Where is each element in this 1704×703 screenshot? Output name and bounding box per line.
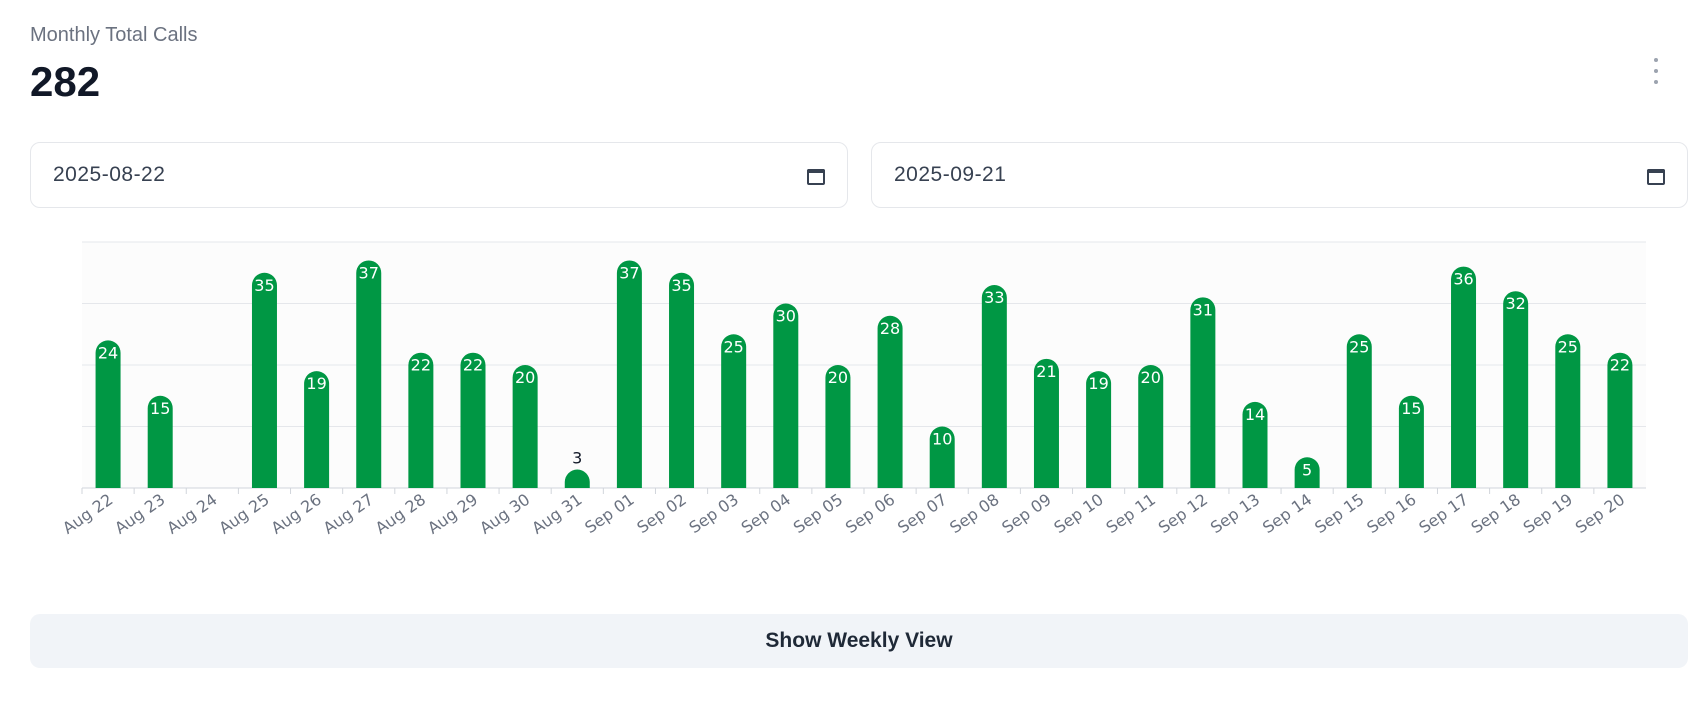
more-vertical-icon[interactable] [1650, 58, 1662, 84]
bar-value-label: 32 [1505, 294, 1525, 313]
card-title: Monthly Total Calls [30, 24, 198, 46]
x-tick-label: Aug 26 [268, 490, 325, 538]
bar [460, 352, 486, 488]
x-tick-label: Sep 12 [1155, 490, 1211, 537]
x-tick-label: Aug 22 [59, 490, 116, 538]
bar [304, 371, 330, 488]
bar [1398, 395, 1424, 488]
bar [721, 334, 747, 488]
x-tick-label: Sep 13 [1207, 490, 1263, 537]
bar-value-label: 24 [98, 343, 118, 362]
x-tick-label: Aug 25 [215, 490, 272, 538]
bar-value-label: 15 [1401, 399, 1421, 418]
bar-value-label: 30 [776, 307, 796, 326]
bar [1346, 334, 1372, 488]
bar [564, 469, 590, 488]
bar-value-label: 37 [359, 263, 379, 282]
bar [1607, 352, 1633, 488]
bar-value-label: 19 [306, 374, 326, 393]
bar-value-label: 35 [254, 276, 274, 295]
calendar-icon[interactable] [1647, 167, 1665, 185]
x-tick-label: Sep 14 [1259, 490, 1315, 537]
x-tick-label: Aug 23 [111, 490, 168, 538]
bar [1190, 297, 1216, 488]
x-tick-label: Sep 02 [633, 490, 689, 537]
bar-value-label: 21 [1036, 362, 1056, 381]
x-tick-label: Sep 10 [1050, 490, 1106, 537]
bar-value-label: 28 [880, 319, 900, 338]
bar [1294, 457, 1320, 488]
total-calls-value: 282 [30, 58, 101, 105]
bar [616, 260, 642, 488]
bar-value-label: 22 [1610, 356, 1630, 375]
bar [981, 285, 1007, 488]
show-weekly-view-button[interactable]: Show Weekly View [30, 614, 1688, 668]
bar [877, 315, 903, 488]
bar [251, 272, 277, 488]
x-tick-label: Aug 24 [163, 490, 220, 538]
bar [356, 260, 382, 488]
x-tick-label: Aug 30 [476, 490, 533, 538]
bar-value-label: 20 [1141, 368, 1161, 387]
bar-value-label: 5 [1302, 460, 1312, 479]
x-tick-label: Sep 05 [790, 490, 846, 537]
bar [1242, 401, 1268, 488]
bar-value-label: 15 [150, 399, 170, 418]
x-tick-label: Sep 16 [1363, 490, 1419, 537]
bar [147, 395, 173, 488]
x-tick-label: Aug 28 [372, 490, 429, 538]
bar-value-label: 22 [463, 356, 483, 375]
x-tick-label: Sep 19 [1520, 490, 1576, 537]
bar-value-label: 19 [1088, 374, 1108, 393]
calendar-icon[interactable] [807, 167, 825, 185]
bar [1555, 334, 1581, 488]
bar-value-label: 3 [572, 449, 582, 468]
x-tick-label: Sep 20 [1572, 490, 1628, 537]
bar [1138, 365, 1164, 488]
bar-value-label: 25 [1558, 337, 1578, 356]
bar-value-label: 35 [671, 276, 691, 295]
x-tick-label: Sep 17 [1415, 490, 1471, 537]
x-tick-label: Sep 03 [686, 490, 742, 537]
bar-value-label: 20 [515, 368, 535, 387]
bar-value-label: 14 [1245, 405, 1265, 424]
bar-value-label: 25 [1349, 337, 1369, 356]
x-tick-label: Sep 18 [1468, 490, 1524, 537]
x-tick-label: Sep 15 [1311, 490, 1367, 537]
bar-value-label: 37 [619, 263, 639, 282]
x-tick-label: Aug 31 [528, 490, 585, 538]
bar [773, 303, 799, 488]
bar-value-label: 33 [984, 288, 1004, 307]
bar [1503, 291, 1529, 488]
bar-value-label: 22 [411, 356, 431, 375]
bar [669, 272, 695, 488]
x-tick-label: Sep 06 [842, 490, 898, 537]
x-tick-label: Sep 11 [1103, 490, 1159, 537]
bar [512, 365, 538, 488]
x-tick-label: Sep 01 [581, 490, 637, 537]
start-date-input[interactable]: 2025-08-22 [30, 142, 848, 208]
bar-value-label: 31 [1193, 300, 1213, 319]
bar-value-label: 10 [932, 430, 952, 449]
bar-value-label: 36 [1453, 270, 1473, 289]
bar [825, 365, 851, 488]
bar [1033, 358, 1059, 488]
bar [929, 426, 955, 488]
end-date-value: 2025-09-21 [894, 163, 1007, 186]
x-tick-label: Sep 04 [738, 490, 794, 537]
start-date-value: 2025-08-22 [53, 163, 166, 186]
x-tick-label: Sep 09 [998, 490, 1054, 537]
bar [1086, 371, 1112, 488]
bar-value-label: 20 [828, 368, 848, 387]
x-tick-label: Sep 07 [894, 490, 950, 537]
bar [95, 340, 121, 488]
bar [408, 352, 434, 488]
bar-value-label: 25 [723, 337, 743, 356]
x-tick-label: Aug 27 [320, 490, 377, 538]
bar [1451, 266, 1477, 488]
end-date-input[interactable]: 2025-09-21 [871, 142, 1688, 208]
x-tick-label: Sep 08 [946, 490, 1002, 537]
x-tick-label: Aug 29 [424, 490, 481, 538]
